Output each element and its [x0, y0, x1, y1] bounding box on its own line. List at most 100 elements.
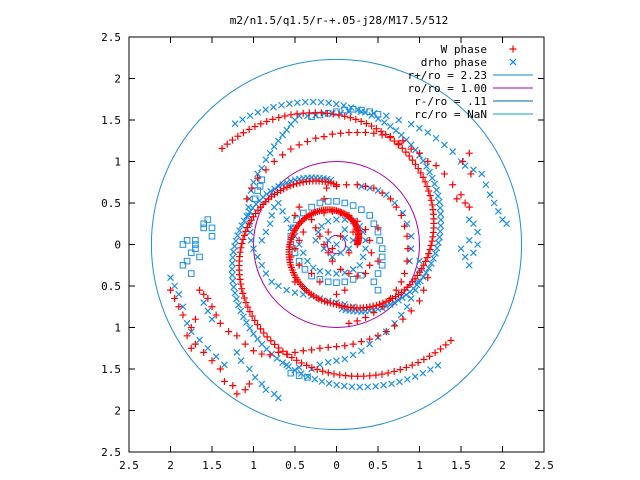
- data-point: [419, 369, 427, 377]
- data-point: [345, 128, 353, 136]
- data-point: [342, 372, 350, 380]
- data-point: [237, 307, 245, 315]
- data-point: [362, 128, 370, 136]
- data-point: [457, 245, 465, 253]
- legend-label: rc/ro = NaN: [414, 108, 487, 121]
- data-point: [428, 201, 436, 209]
- data-point: [299, 216, 307, 224]
- data-point: [175, 290, 183, 298]
- data-point: [353, 272, 361, 280]
- data-point: [279, 151, 287, 159]
- data-point: [183, 257, 191, 265]
- data-point: [254, 109, 262, 116]
- data-point: [336, 371, 344, 379]
- data-point: [434, 239, 442, 247]
- data-point: [427, 366, 434, 373]
- data-point: [433, 186, 440, 194]
- data-point: [403, 303, 411, 311]
- data-point: [299, 178, 307, 186]
- data-point: [465, 149, 473, 157]
- data-point: [421, 178, 429, 186]
- data-point: [230, 283, 238, 291]
- data-point: [341, 355, 349, 363]
- data-point: [240, 294, 248, 302]
- data-point: [274, 348, 282, 356]
- data-point: [280, 185, 288, 193]
- data-point: [362, 245, 369, 253]
- data-point: [192, 245, 199, 252]
- data-point: [308, 203, 315, 211]
- data-point: [347, 104, 355, 111]
- data-point: [251, 316, 259, 324]
- data-point: [235, 301, 242, 309]
- data-point: [245, 365, 253, 373]
- data-point: [380, 119, 388, 126]
- data-point: [377, 127, 385, 135]
- data-point: [228, 259, 236, 267]
- data-point: [362, 236, 369, 244]
- data-point: [358, 206, 365, 213]
- data-point: [262, 106, 270, 114]
- data-point: [376, 237, 383, 244]
- data-point: [470, 249, 477, 257]
- data-point: [233, 348, 241, 356]
- data-point: [270, 103, 277, 111]
- data-point: [240, 217, 248, 225]
- data-point: [299, 249, 307, 257]
- data-point: [465, 236, 473, 244]
- data-point: [367, 249, 375, 257]
- data-point: [423, 162, 430, 170]
- data-point: [243, 224, 251, 232]
- data-point: [196, 253, 203, 261]
- data-point: [242, 227, 250, 235]
- data-point: [301, 266, 309, 273]
- data-point: [348, 383, 356, 391]
- data-point: [349, 105, 357, 113]
- data-point: [453, 195, 461, 203]
- data-point: [196, 286, 204, 294]
- data-point: [349, 340, 357, 348]
- data-point: [262, 386, 270, 394]
- data-point: [324, 217, 332, 225]
- data-point: [380, 381, 388, 389]
- data-point: [478, 170, 486, 178]
- data-point: [268, 278, 276, 286]
- data-point: [271, 340, 279, 348]
- data-point: [430, 255, 437, 262]
- data-point: [427, 259, 435, 267]
- data-point: [372, 125, 380, 133]
- data-point: [270, 143, 278, 150]
- data-point: [187, 249, 195, 257]
- data-point: [317, 98, 325, 106]
- data-point: [317, 109, 325, 117]
- data-point: [353, 236, 361, 244]
- data-point: [291, 245, 299, 253]
- data-point: [262, 156, 270, 164]
- data-point: [362, 182, 370, 190]
- data-point: [386, 301, 394, 309]
- data-point: [335, 111, 343, 119]
- data-point: [440, 170, 448, 178]
- data-point: [237, 357, 245, 365]
- data-point: [187, 328, 195, 336]
- data-point: [414, 165, 422, 173]
- chart-title: m2/n1.5/q1.5/r-+.05-j28/M17.5/512: [230, 14, 449, 27]
- data-point: [233, 390, 241, 398]
- data-point: [490, 199, 498, 207]
- data-point: [340, 102, 348, 110]
- data-point: [293, 356, 301, 364]
- data-point: [349, 276, 357, 283]
- data-point: [333, 290, 340, 298]
- data-point: [200, 348, 208, 356]
- data-point: [368, 112, 376, 119]
- axis-ticks: [128, 36, 545, 453]
- data-point: [301, 98, 309, 106]
- data-point: [287, 145, 295, 153]
- data-point: [273, 354, 281, 362]
- data-point: [316, 232, 324, 240]
- data-point: [426, 192, 434, 200]
- data-point: [187, 270, 195, 277]
- data-point: [229, 382, 237, 390]
- data-point: [370, 220, 378, 228]
- data-point: [324, 343, 332, 351]
